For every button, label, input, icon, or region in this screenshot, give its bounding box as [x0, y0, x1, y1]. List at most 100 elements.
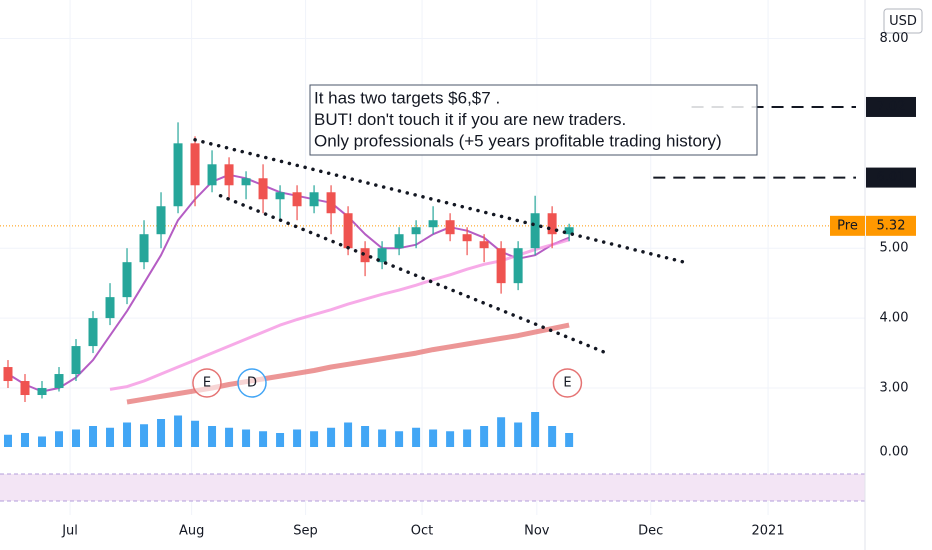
y-tick-label: 3.00	[880, 381, 909, 396]
event-label: D	[247, 376, 257, 391]
volume-bar	[361, 426, 370, 447]
event-label: E	[563, 376, 571, 391]
currency: USD	[889, 14, 917, 29]
candle-body	[105, 297, 115, 319]
x-tick-label: Jul	[61, 524, 78, 539]
volume-bar	[174, 415, 183, 447]
y-tick-label: 4.00	[880, 311, 909, 326]
volume-bar	[446, 431, 455, 447]
candle-body	[513, 248, 523, 284]
candle-body	[224, 164, 234, 186]
candle-body	[343, 213, 353, 249]
volume-bar	[20, 433, 29, 447]
level-label: 7.02	[877, 99, 906, 114]
event-label: E	[203, 376, 211, 391]
x-tick-label: Aug	[179, 524, 204, 539]
last-price-box	[866, 215, 916, 236]
x-tick-label: 2021	[752, 524, 785, 539]
candle-body	[326, 192, 336, 214]
candle-body	[394, 234, 404, 249]
note-line: Only professionals (+5 years profitable …	[314, 131, 722, 150]
volume-tick-label: 0.00	[880, 445, 909, 460]
candle-body	[564, 227, 574, 235]
x-tick-label: Sep	[293, 524, 318, 539]
rsi-band	[0, 474, 865, 501]
volume-bar	[191, 420, 200, 447]
candle-body	[122, 262, 132, 298]
candle-body	[207, 164, 217, 186]
x-tick-label: Nov	[524, 524, 550, 539]
volume-bar	[395, 431, 404, 447]
note-line: BUT! don't touch it if you are new trade…	[314, 110, 626, 129]
volume-bar	[327, 427, 336, 447]
volume-bar	[89, 426, 98, 447]
volume-bar	[106, 427, 115, 447]
volume-bar	[242, 429, 251, 447]
candle-body	[37, 388, 47, 396]
event-marker	[552, 368, 583, 398]
candle-body	[292, 192, 302, 207]
ma-line	[7, 173, 570, 393]
candle-body	[428, 220, 438, 228]
y-tick-label: 8.00	[880, 31, 909, 46]
volume-bar	[310, 431, 319, 447]
volume-bar	[463, 429, 472, 447]
note-line: It has two targets $6,$7 .	[314, 88, 500, 107]
volume-bar	[344, 422, 353, 447]
volume-bar	[225, 427, 234, 447]
candle-body	[530, 213, 540, 249]
candle-body	[547, 213, 557, 235]
candle-body	[88, 318, 98, 347]
pre-label: Pre	[837, 218, 858, 233]
candle-body	[190, 143, 200, 186]
pre-box	[830, 215, 865, 236]
volume-bar	[378, 429, 387, 447]
volume-bar	[293, 429, 302, 447]
candle-body	[156, 206, 166, 235]
event-marker	[237, 368, 267, 398]
candle-body	[377, 248, 387, 263]
volume-bar	[3, 434, 12, 447]
candle-body	[275, 192, 285, 200]
volume-bar	[548, 426, 557, 447]
candle-body	[462, 234, 472, 242]
level-label: 6.01	[877, 170, 906, 185]
candle-body	[241, 178, 251, 186]
candle-body	[309, 192, 319, 207]
volume-bar	[429, 429, 438, 447]
volume-bar	[123, 422, 132, 447]
volume-bar	[565, 433, 574, 447]
volume-bar	[480, 426, 489, 447]
volume-bar	[259, 431, 268, 447]
candle-body	[496, 248, 506, 284]
ma-line	[109, 238, 570, 391]
x-tick-label: Oct	[411, 524, 433, 539]
volume-bar	[514, 422, 523, 447]
candle-body	[71, 346, 81, 375]
candle-body	[54, 374, 64, 389]
candle-body	[411, 227, 421, 235]
volume-bar	[38, 436, 47, 447]
last-price-label: 5.32	[877, 218, 906, 233]
candle-body	[360, 248, 370, 263]
candle-body	[445, 220, 455, 235]
candle-body	[479, 241, 489, 249]
volume-bar	[531, 412, 540, 447]
volume-bar	[276, 433, 285, 447]
x-tick-label: Dec	[638, 524, 663, 539]
volume-bar	[208, 426, 217, 447]
y-tick-label: 5.00	[880, 241, 909, 256]
level-box	[866, 167, 916, 188]
volume-bar	[412, 427, 421, 447]
candle-body	[139, 234, 149, 263]
candle-body	[3, 367, 13, 382]
event-marker	[192, 368, 222, 398]
level-box	[866, 96, 916, 117]
volume-bar	[140, 424, 149, 447]
note-box	[309, 84, 758, 156]
candle-body	[258, 178, 268, 200]
volume-bar	[497, 417, 506, 447]
currency-box	[883, 8, 923, 34]
